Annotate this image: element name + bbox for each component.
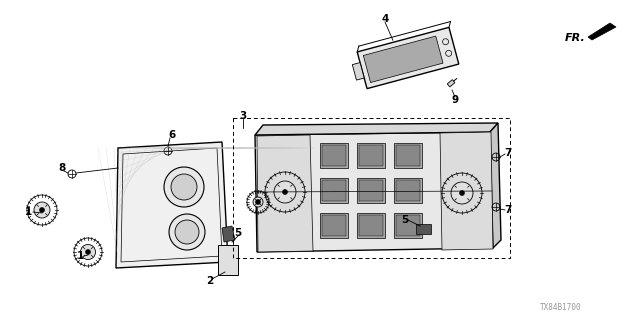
Text: 6: 6 [168,130,175,140]
Text: 7: 7 [504,205,512,215]
Circle shape [255,199,260,204]
Bar [320,143,348,168]
Circle shape [34,202,50,218]
Circle shape [86,250,90,254]
Text: 4: 4 [381,14,388,24]
Bar [357,213,385,238]
Bar [322,215,346,236]
Bar [357,178,385,203]
Polygon shape [116,142,228,268]
Text: FR.: FR. [565,33,586,43]
Polygon shape [490,123,501,248]
Bar [322,145,346,166]
Circle shape [274,181,296,203]
Polygon shape [447,80,455,87]
Circle shape [164,167,204,207]
Polygon shape [588,23,616,40]
Polygon shape [353,63,364,80]
Polygon shape [222,226,235,242]
Bar [359,145,383,166]
Circle shape [81,244,95,260]
Text: 1: 1 [76,251,84,261]
Polygon shape [255,123,498,135]
Bar [394,213,422,238]
Text: 3: 3 [239,111,246,121]
Bar [396,145,420,166]
Circle shape [171,174,197,200]
Polygon shape [364,36,443,83]
Bar [394,178,422,203]
Text: 7: 7 [504,148,512,158]
Text: TX84B1700: TX84B1700 [540,303,582,312]
Text: 5: 5 [234,228,242,238]
Text: 5: 5 [401,215,408,225]
Circle shape [253,197,263,207]
Circle shape [40,207,45,212]
Bar [359,215,383,236]
Bar [218,245,238,275]
Text: 9: 9 [451,95,459,105]
Bar [394,143,422,168]
Text: 1: 1 [24,207,31,217]
Bar [322,180,346,201]
Circle shape [460,190,465,196]
Text: 8: 8 [58,163,66,173]
Bar [416,224,431,234]
Bar [320,213,348,238]
Circle shape [169,214,205,250]
Polygon shape [257,135,313,252]
Circle shape [282,189,287,195]
Bar [320,178,348,203]
Polygon shape [440,132,493,250]
Bar [396,180,420,201]
Text: 2: 2 [206,276,214,286]
Bar [359,180,383,201]
Circle shape [175,220,199,244]
Polygon shape [357,27,459,89]
Bar [396,215,420,236]
Polygon shape [255,132,493,252]
Bar [357,143,385,168]
Circle shape [451,182,473,204]
